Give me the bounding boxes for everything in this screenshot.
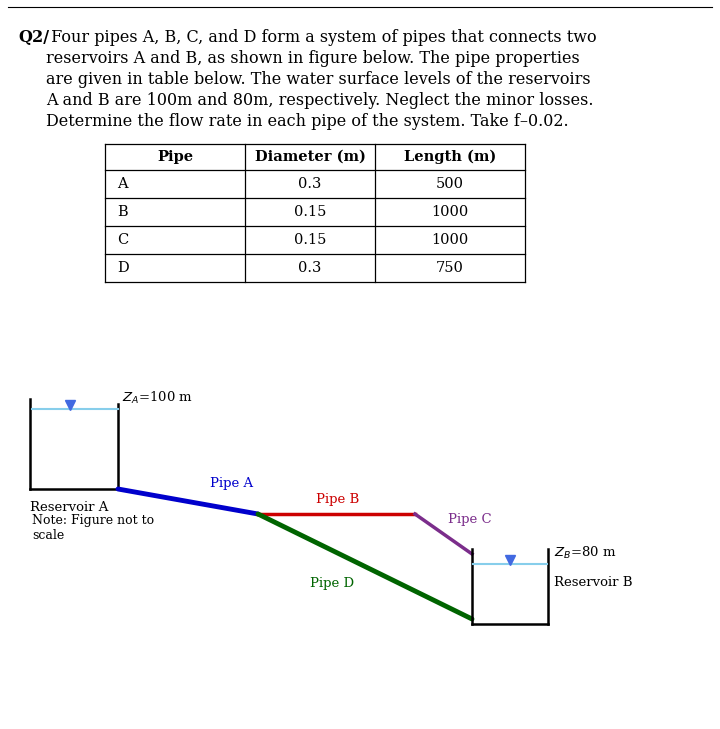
Text: 500: 500: [436, 177, 464, 191]
Text: Pipe B: Pipe B: [317, 493, 360, 506]
Text: C: C: [117, 233, 128, 247]
Text: Reservoir A: Reservoir A: [30, 501, 109, 514]
Text: 750: 750: [436, 261, 464, 275]
Text: Pipe: Pipe: [157, 150, 193, 164]
Text: Determine the flow rate in each pipe of the system. Take f–0.02.: Determine the flow rate in each pipe of …: [46, 113, 569, 130]
Text: Pipe D: Pipe D: [310, 577, 354, 590]
Text: 0.3: 0.3: [298, 261, 322, 275]
Text: 1000: 1000: [431, 205, 469, 219]
Text: Q2/: Q2/: [18, 29, 49, 46]
Text: 0.3: 0.3: [298, 177, 322, 191]
Text: B: B: [117, 205, 127, 219]
Text: Pipe C: Pipe C: [449, 513, 492, 526]
Text: Four pipes A, B, C, and D form a system of pipes that connects two: Four pipes A, B, C, and D form a system …: [46, 29, 597, 46]
Text: A and B are 100m and 80m, respectively. Neglect the minor losses.: A and B are 100m and 80m, respectively. …: [46, 92, 593, 109]
Text: Pipe A: Pipe A: [210, 477, 253, 489]
Text: Diameter (m): Diameter (m): [255, 150, 366, 164]
Text: Reservoir B: Reservoir B: [554, 576, 632, 589]
Text: 0.15: 0.15: [294, 233, 326, 247]
Text: $Z_B$=80 m: $Z_B$=80 m: [554, 545, 616, 561]
Text: 0.15: 0.15: [294, 205, 326, 219]
Text: Length (m): Length (m): [404, 149, 496, 164]
Text: Note: Figure not to
scale: Note: Figure not to scale: [32, 514, 154, 542]
Text: reservoirs A and B, as shown in figure below. The pipe properties: reservoirs A and B, as shown in figure b…: [46, 50, 580, 67]
Text: A: A: [117, 177, 127, 191]
Text: $Z_A$=100 m: $Z_A$=100 m: [122, 390, 193, 406]
Text: D: D: [117, 261, 129, 275]
Text: 1000: 1000: [431, 233, 469, 247]
Text: are given in table below. The water surface levels of the reservoirs: are given in table below. The water surf…: [46, 71, 590, 88]
